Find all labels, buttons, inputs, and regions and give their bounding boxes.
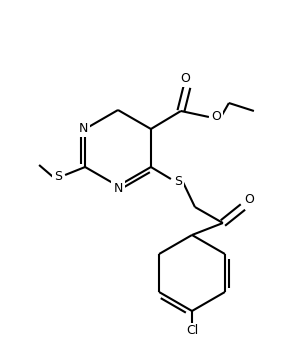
Text: O: O xyxy=(180,72,190,86)
Text: O: O xyxy=(244,192,254,206)
Text: Cl: Cl xyxy=(186,324,198,338)
Text: N: N xyxy=(113,181,123,195)
Text: S: S xyxy=(174,175,182,187)
Text: O: O xyxy=(211,110,221,124)
Text: S: S xyxy=(54,170,62,184)
Text: N: N xyxy=(78,122,88,136)
